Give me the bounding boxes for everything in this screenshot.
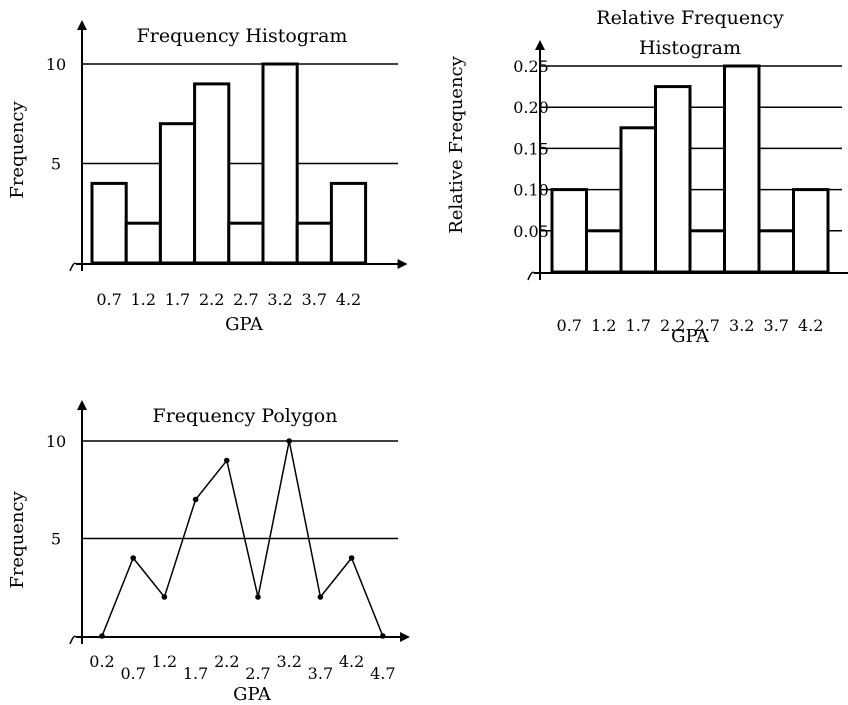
chart3-polygon	[99, 438, 386, 639]
chart1-axes	[69, 20, 408, 272]
y-tick-label: 5	[51, 155, 61, 174]
chart2-bars	[550, 64, 830, 274]
chart1-bars	[90, 62, 368, 265]
series-line	[101, 440, 384, 637]
data-point	[224, 457, 230, 464]
chart3-axes	[69, 400, 410, 645]
bar	[654, 85, 692, 274]
x-tick-label: 1.2	[152, 652, 177, 671]
bar	[261, 62, 299, 265]
bar	[619, 126, 657, 274]
y-tick-label: 10	[46, 432, 66, 451]
data-point	[286, 438, 293, 444]
x-tick-label: 1.7	[183, 664, 208, 683]
chart1-x-axis-label: GPA	[225, 314, 264, 335]
x-tick-label: 2.7	[245, 664, 270, 683]
x-tick-label: 0.7	[120, 664, 145, 683]
bar	[124, 221, 162, 265]
chart2-title-line-1: Relative Frequency	[596, 7, 784, 29]
relative-frequency-histogram: Relative Frequency Histogram Relative Fr…	[446, 7, 848, 347]
chart3-y-tick-labels: 5 10	[46, 432, 66, 549]
chart3-y-axis-label: Frequency	[7, 490, 28, 588]
bar	[550, 188, 588, 274]
x-tick-label: 3.7	[302, 290, 327, 309]
frequency-histogram: Frequency Histogram Frequency GPA 5 10 0.…	[7, 20, 408, 335]
x-tick-label: 2.2	[660, 316, 685, 335]
chart2-title-line-2: Histogram	[639, 37, 741, 59]
x-tick-label: 2.7	[695, 316, 720, 335]
x-tick-label: 3.2	[276, 652, 301, 671]
x-tick-label: 3.2	[267, 290, 292, 309]
bar	[757, 229, 795, 274]
data-point	[317, 594, 324, 600]
data-point	[255, 594, 261, 600]
x-tick-label: 4.7	[370, 664, 395, 683]
x-tick-label: 1.7	[626, 316, 651, 335]
axis-break	[69, 262, 77, 272]
chart1-x-tick-labels: 0.7 1.2 1.7 2.2 2.7 3.2 3.7 4.2	[96, 290, 361, 309]
frequency-polygon: Frequency Polygon Frequency GPA 510 0.20…	[7, 400, 410, 705]
x-tick-label: 3.2	[729, 316, 754, 335]
x-tick-label: 0.7	[96, 290, 121, 309]
chart2-x-tick-labels: 0.7 1.2 1.7 2.2 2.7 3.2 3.7 4.2	[557, 316, 824, 335]
chart2-y-axis-label: Relative Frequency	[446, 55, 467, 233]
x-tick-label: 3.7	[764, 316, 789, 335]
bar	[792, 188, 830, 274]
chart1-y-tick-labels: 5 10	[46, 55, 66, 174]
axis-break	[69, 635, 77, 645]
bar	[193, 82, 231, 265]
chart2-x-axis-label: GPA	[671, 326, 710, 347]
chart2-axes	[527, 40, 848, 281]
chart1-gridlines	[82, 63, 398, 165]
x-tick-label: 0.7	[557, 316, 582, 335]
data-point	[130, 555, 136, 561]
bar	[90, 181, 128, 265]
bar	[688, 229, 726, 274]
chart3-x-tick-labels: 0.2 0.7 1.2 1.7 2.2 2.7 3.2 3.7 4.2 4.7	[89, 652, 395, 683]
x-tick-label: 1.7	[165, 290, 190, 309]
data-point	[348, 555, 355, 561]
bar	[329, 181, 368, 265]
chart3-title: Frequency Polygon	[153, 405, 338, 427]
x-tick-label: 2.7	[233, 290, 258, 309]
bar	[227, 221, 265, 265]
x-tick-label: 2.2	[214, 652, 239, 671]
data-point	[161, 594, 168, 600]
x-tick-label: 1.2	[131, 290, 156, 309]
x-tick-label: 2.2	[199, 290, 224, 309]
x-tick-label: 4.2	[339, 652, 364, 671]
x-tick-label: 4.2	[336, 290, 361, 309]
bar	[295, 221, 333, 265]
bar	[158, 122, 197, 265]
chart3-x-axis-label: GPA	[233, 684, 272, 705]
axis-break	[527, 271, 535, 281]
chart1-y-axis-label: Frequency	[7, 100, 28, 198]
x-tick-label: 1.2	[591, 316, 616, 335]
bar	[723, 64, 761, 274]
chart3-gridlines	[82, 440, 398, 540]
y-tick-label: 5	[51, 530, 61, 549]
chart1-title: Frequency Histogram	[137, 25, 348, 47]
x-tick-label: 3.7	[308, 664, 333, 683]
data-point	[192, 496, 199, 503]
x-tick-label: 0.2	[89, 652, 114, 671]
bar	[585, 229, 623, 274]
x-tick-label: 4.2	[798, 316, 823, 335]
y-tick-label: 10	[46, 55, 66, 74]
